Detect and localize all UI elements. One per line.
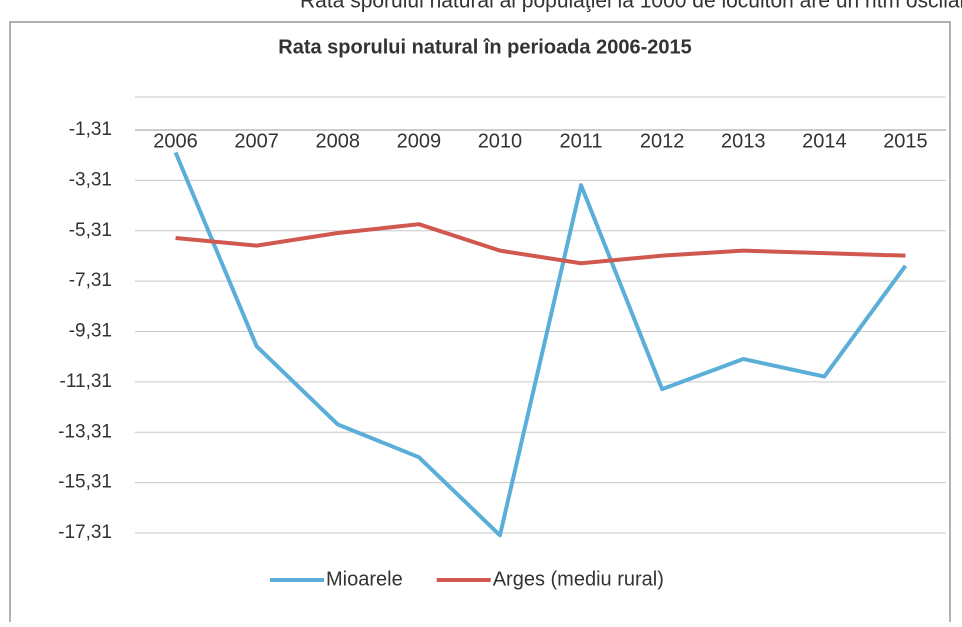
y-tick-label: -1,31 [69, 119, 112, 140]
y-tick-label: -15,31 [58, 472, 112, 493]
y-tick-label: -11,31 [60, 371, 112, 392]
page-caption: Rata sporului natural al populaţiei la 1… [300, 0, 962, 13]
x-tick-label: 2012 [640, 130, 685, 152]
chart-title: Rata sporului natural în perioada 2006-2… [278, 36, 691, 58]
x-tick-label: 2015 [883, 130, 928, 152]
y-tick-label: -9,31 [69, 321, 112, 342]
series-line [173, 151, 908, 538]
series-line [175, 222, 906, 266]
y-tick-label: -3,31 [69, 169, 112, 190]
y-tick-label: -7,31 [69, 270, 112, 291]
y-tick-label: -5,31 [69, 220, 112, 241]
x-tick-label: 2008 [316, 130, 361, 152]
x-tick-label: 2010 [478, 130, 523, 152]
legend-label: Arges (mediu rural) [493, 568, 664, 590]
legend-label: Mioarele [326, 568, 403, 590]
x-tick-label: 2007 [234, 130, 279, 152]
y-tick-label: -17,31 [58, 522, 112, 543]
y-tick-label: -13,31 [58, 421, 112, 442]
x-tick-label: 2014 [802, 130, 847, 152]
chart-frame [9, 21, 951, 627]
x-tick-label: 2011 [560, 130, 603, 152]
x-tick-label: 2006 [153, 130, 198, 152]
x-tick-label: 2013 [721, 130, 766, 152]
x-tick-label: 2009 [397, 130, 442, 152]
